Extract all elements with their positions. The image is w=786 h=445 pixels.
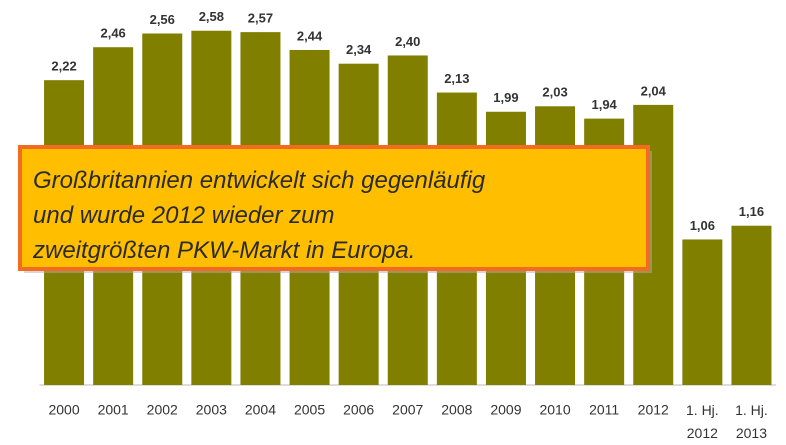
x-tick-label: 2012 [638,402,669,418]
x-tick-label: 2001 [98,402,129,418]
x-tick-label: 2009 [490,402,521,418]
value-label: 1,94 [591,97,617,112]
x-tick-label: 2011 [589,402,619,418]
value-label: 2,56 [150,12,175,27]
value-label: 2,46 [100,26,125,41]
x-tick-label: 2008 [441,402,472,418]
value-label: 2,03 [542,85,567,100]
note-line: Großbritannien entwickelt sich gegenläuf… [33,167,486,194]
value-label: 2,13 [444,71,469,86]
value-label: 2,22 [51,59,76,74]
note-line: zweitgrößten PKW-Markt in Europa. [32,237,415,264]
value-label: 1,99 [493,90,518,105]
value-label: 2,57 [248,11,273,26]
x-tick-label: 1. Hj. 2013 [735,402,768,441]
x-tick-label: 2007 [392,402,423,418]
x-tick-label: 2006 [343,402,374,418]
x-tick-label: 2002 [147,402,178,418]
bar [682,239,723,385]
x-tick-label: 1. Hj. 2012 [686,402,719,441]
value-label: 2,40 [395,34,420,49]
note-line: und wurde 2012 wieder zum [33,202,335,229]
bar [731,225,772,385]
value-label: 1,06 [690,218,715,233]
x-tick-label: 2004 [245,402,276,418]
value-label: 2,34 [346,42,372,57]
value-label: 2,58 [199,9,224,24]
x-tick-label: 2000 [48,402,79,418]
value-label: 2,44 [297,28,323,43]
value-label: 2,04 [641,83,667,98]
x-tick-label: 2005 [294,402,325,418]
x-tick-label: 2010 [539,402,570,418]
value-label: 1,16 [739,204,764,219]
note-box [18,145,650,271]
x-tick-label: 2003 [196,402,227,418]
